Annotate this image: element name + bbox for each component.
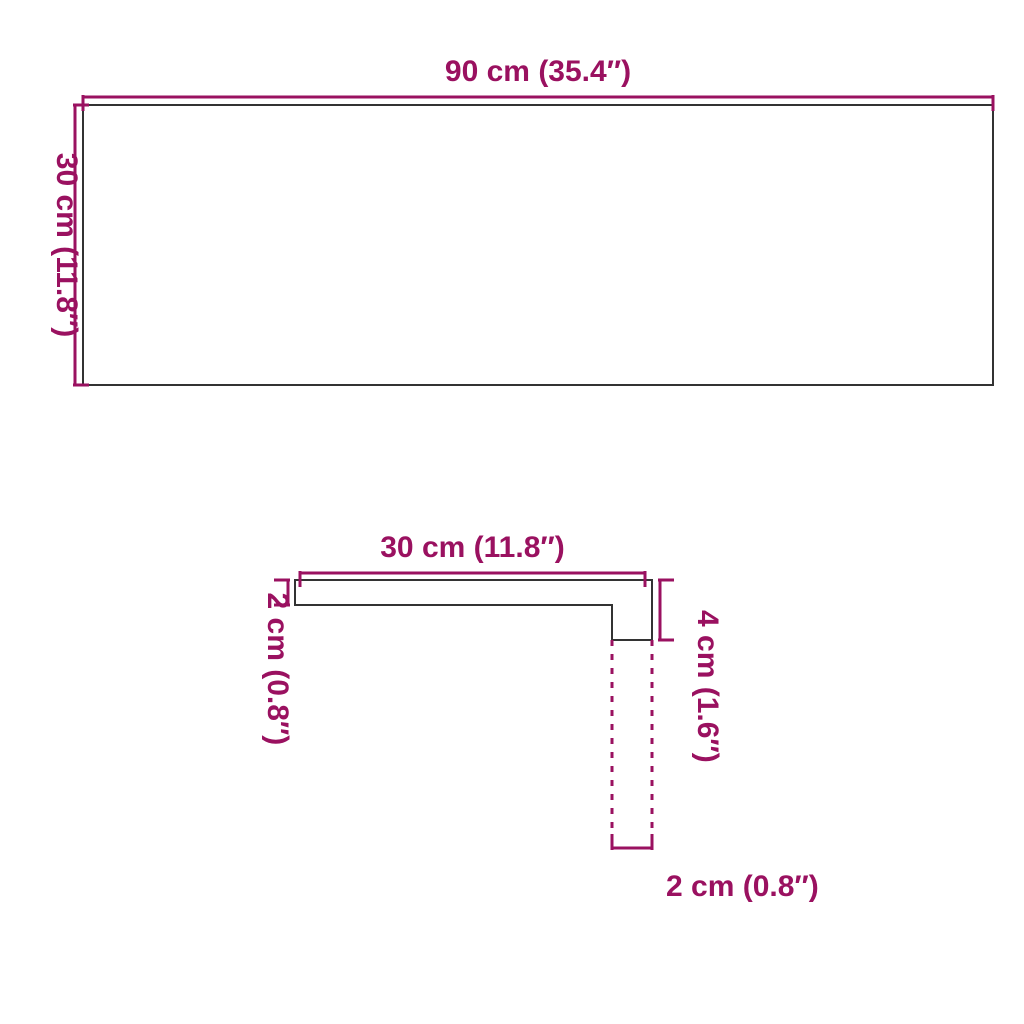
label-profile-bottom: 2 cm (0.8″) [666,870,819,903]
label-profile-right: 4 cm (1.6″) [691,610,724,763]
label-top-height: 30 cm (11.8″) [50,153,83,337]
profile-outline [295,580,652,640]
label-profile-left: 2 cm (0.8″) [261,593,294,746]
label-profile-width: 30 cm (11.8″) [380,531,564,564]
top-view-panel [83,105,993,385]
label-top-width: 90 cm (35.4″) [445,55,631,88]
